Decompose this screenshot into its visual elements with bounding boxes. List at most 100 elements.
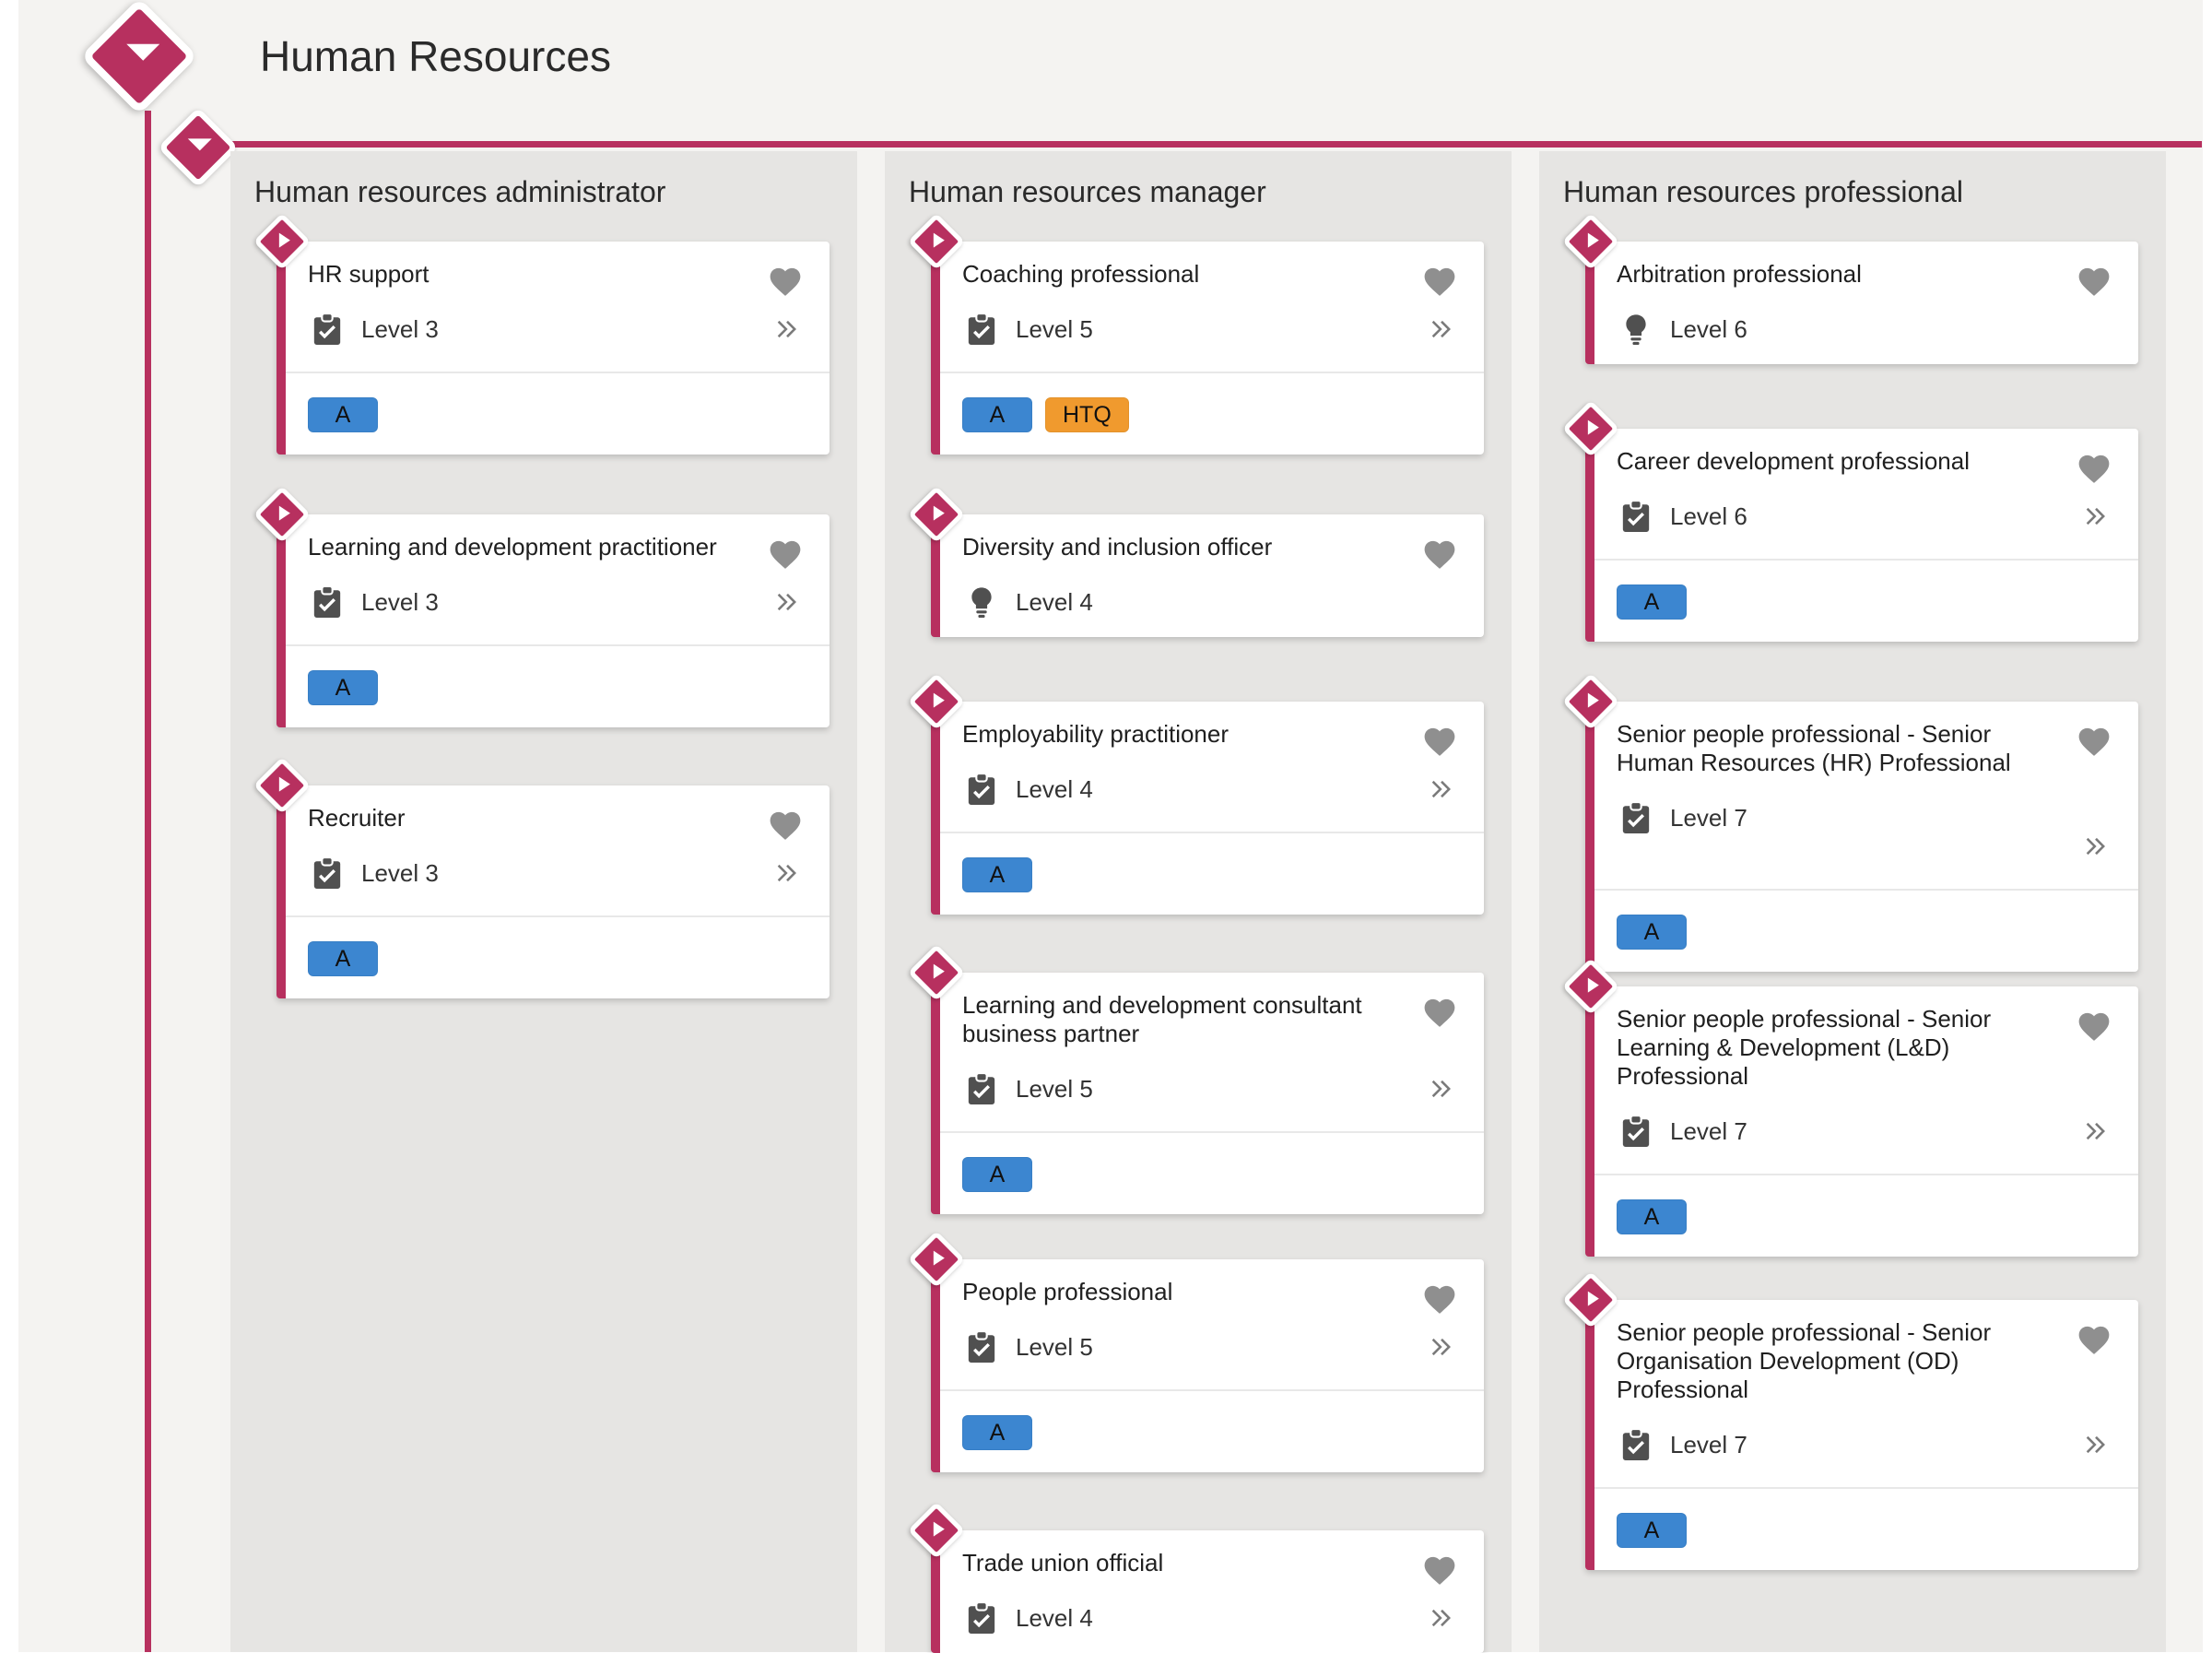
card-divider	[940, 372, 1484, 373]
card-title[interactable]: Senior people professional - Senior Huma…	[1617, 720, 2011, 776]
clipboard-check-icon	[312, 856, 343, 891]
level-label: Level 4	[1016, 587, 1093, 616]
card-title[interactable]: Employability practitioner	[962, 720, 1230, 748]
career-card[interactable]: Diversity and inclusion officer Level 4	[907, 485, 1484, 637]
apprenticeship-badge: A	[962, 1415, 1032, 1450]
caret-right-icon	[933, 963, 945, 979]
favourite-heart-icon[interactable]	[1421, 1553, 1458, 1586]
level-label: Level 5	[1016, 1332, 1093, 1361]
apprenticeship-badge: A	[962, 1157, 1032, 1192]
badge-row: A	[308, 941, 378, 976]
card-title[interactable]: Learning and development practitioner	[308, 533, 717, 561]
career-card[interactable]: Learning and development practitioner Lev…	[253, 485, 830, 727]
caret-right-icon	[1587, 232, 1599, 248]
caret-right-icon	[1587, 419, 1599, 435]
favourite-heart-icon[interactable]	[1421, 724, 1458, 757]
badge-row: A	[1617, 584, 1687, 620]
career-card[interactable]: HR support Level 3 A	[253, 212, 830, 455]
level-row: Level 4	[962, 584, 1460, 620]
timeline-horizontal-line	[221, 141, 2202, 148]
favourite-heart-icon[interactable]	[2076, 1322, 2112, 1355]
card-title[interactable]: Learning and development consultant busi…	[962, 991, 1362, 1047]
career-card[interactable]: People professional Level 5 A	[907, 1230, 1484, 1472]
card-divider	[1594, 559, 2138, 561]
favourite-heart-icon[interactable]	[767, 264, 804, 297]
favourite-heart-icon[interactable]	[2076, 1009, 2112, 1042]
column-title: Human resources manager	[909, 175, 1266, 208]
htq-badge: HTQ	[1045, 397, 1129, 432]
level-label: Level 4	[1016, 774, 1093, 803]
apprenticeship-badge: A	[962, 397, 1032, 432]
career-card[interactable]: Trade union official Level 4	[907, 1501, 1484, 1653]
career-card[interactable]: Arbitration professional Level 6	[1561, 212, 2138, 364]
level-label: Level 6	[1670, 314, 1747, 343]
career-card[interactable]: Senior people professional - Senior Orga…	[1561, 1270, 2138, 1570]
caret-right-icon	[1587, 692, 1599, 708]
favourite-heart-icon[interactable]	[1421, 537, 1458, 570]
chevron-double-right-icon[interactable]	[1429, 1605, 1454, 1631]
caret-down-icon	[126, 43, 160, 61]
career-card[interactable]: Employability practitioner Level 4 A	[907, 672, 1484, 915]
chevron-double-right-icon[interactable]	[774, 589, 800, 615]
collapse-route-toggle[interactable]	[80, 0, 198, 115]
column-title: Human resources administrator	[254, 175, 666, 208]
card-title[interactable]: Coaching professional	[962, 260, 1200, 288]
career-card[interactable]: Senior people professional - Senior Huma…	[1561, 672, 2138, 972]
card-title[interactable]: Recruiter	[308, 804, 406, 832]
card-title[interactable]: Diversity and inclusion officer	[962, 533, 1273, 561]
badge-row: A	[308, 670, 378, 705]
badge-row: A	[308, 397, 378, 432]
chevron-double-right-icon[interactable]	[1429, 316, 1454, 342]
clipboard-check-icon	[1620, 1114, 1652, 1149]
favourite-heart-icon[interactable]	[2076, 264, 2112, 297]
badge-row: A	[1617, 915, 1687, 950]
career-card[interactable]: Coaching professional Level 5 A HTQ	[907, 212, 1484, 455]
favourite-heart-icon[interactable]	[767, 537, 804, 570]
card-title[interactable]: Senior people professional - Senior Lear…	[1617, 1005, 1992, 1090]
level-row: Level 6	[1617, 311, 2114, 348]
career-card[interactable]: Senior people professional - Senior Lear…	[1561, 957, 2138, 1257]
card-title[interactable]: Senior people professional - Senior Orga…	[1617, 1318, 1992, 1403]
level-row: Level 5	[962, 1070, 1460, 1107]
card-title[interactable]: People professional	[962, 1278, 1173, 1305]
card-title[interactable]: HR support	[308, 260, 429, 288]
level-label: Level 7	[1670, 1430, 1747, 1458]
favourite-heart-icon[interactable]	[1421, 264, 1458, 297]
card-divider	[940, 1389, 1484, 1391]
chevron-double-right-icon[interactable]	[1429, 1076, 1454, 1102]
level-row: Level 7	[1617, 1113, 2114, 1150]
chevron-double-right-icon[interactable]	[1429, 776, 1454, 802]
favourite-heart-icon[interactable]	[2076, 451, 2112, 484]
collapse-pathway-toggle[interactable]	[158, 107, 239, 188]
favourite-heart-icon[interactable]	[1421, 995, 1458, 1028]
favourite-heart-icon[interactable]	[767, 808, 804, 841]
chevron-double-right-icon[interactable]	[774, 860, 800, 886]
clipboard-check-icon	[966, 772, 997, 807]
apprenticeship-badge: A	[962, 857, 1032, 892]
badge-row: A	[962, 1415, 1032, 1450]
apprenticeship-badge: A	[308, 941, 378, 976]
chevron-double-right-icon[interactable]	[774, 316, 800, 342]
badge-row: A HTQ	[962, 397, 1129, 432]
favourite-heart-icon[interactable]	[2076, 724, 2112, 757]
card-title[interactable]: Arbitration professional	[1617, 260, 1862, 288]
chevron-double-right-icon[interactable]	[2083, 1118, 2109, 1144]
card-title[interactable]: Trade union official	[962, 1549, 1164, 1576]
level-label: Level 3	[361, 314, 439, 343]
chevron-double-right-icon[interactable]	[2083, 1432, 2109, 1458]
caret-right-icon	[278, 232, 290, 248]
favourite-heart-icon[interactable]	[1421, 1281, 1458, 1315]
apprenticeship-badge: A	[1617, 584, 1687, 620]
chevron-double-right-icon[interactable]	[1429, 1334, 1454, 1360]
app: Human Resources Human resources administ…	[18, 0, 2203, 1653]
career-card[interactable]: Career development professional Level 6 A	[1561, 399, 2138, 642]
career-card[interactable]: Recruiter Level 3 A	[253, 756, 830, 998]
career-card[interactable]: Learning and development consultant busi…	[907, 943, 1484, 1214]
badge-row: A	[1617, 1513, 1687, 1548]
chevron-double-right-icon[interactable]	[2083, 833, 2109, 859]
chevron-double-right-icon[interactable]	[2083, 503, 2109, 529]
level-row: Level 6	[1617, 498, 2114, 535]
level-label: Level 3	[361, 858, 439, 887]
card-title[interactable]: Career development professional	[1617, 447, 1970, 475]
caret-right-icon	[278, 776, 290, 792]
